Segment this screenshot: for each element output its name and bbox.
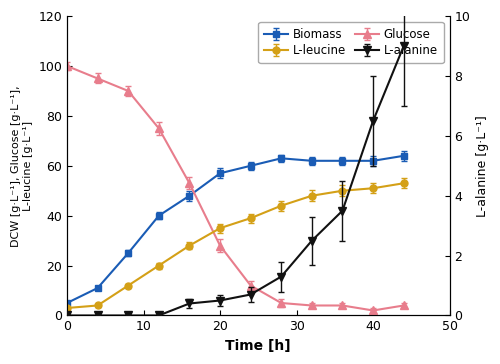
- Y-axis label: L-alanine [g·L⁻¹]: L-alanine [g·L⁻¹]: [476, 115, 489, 217]
- Legend: Biomass, L-leucine, Glucose, L-alanine: Biomass, L-leucine, Glucose, L-alanine: [258, 22, 444, 63]
- Y-axis label: DCW [g·L⁻¹], Glucose [g·L⁻¹],
L-leucine [g·L⁻¹]: DCW [g·L⁻¹], Glucose [g·L⁻¹], L-leucine …: [11, 85, 32, 246]
- X-axis label: Time [h]: Time [h]: [226, 339, 291, 353]
